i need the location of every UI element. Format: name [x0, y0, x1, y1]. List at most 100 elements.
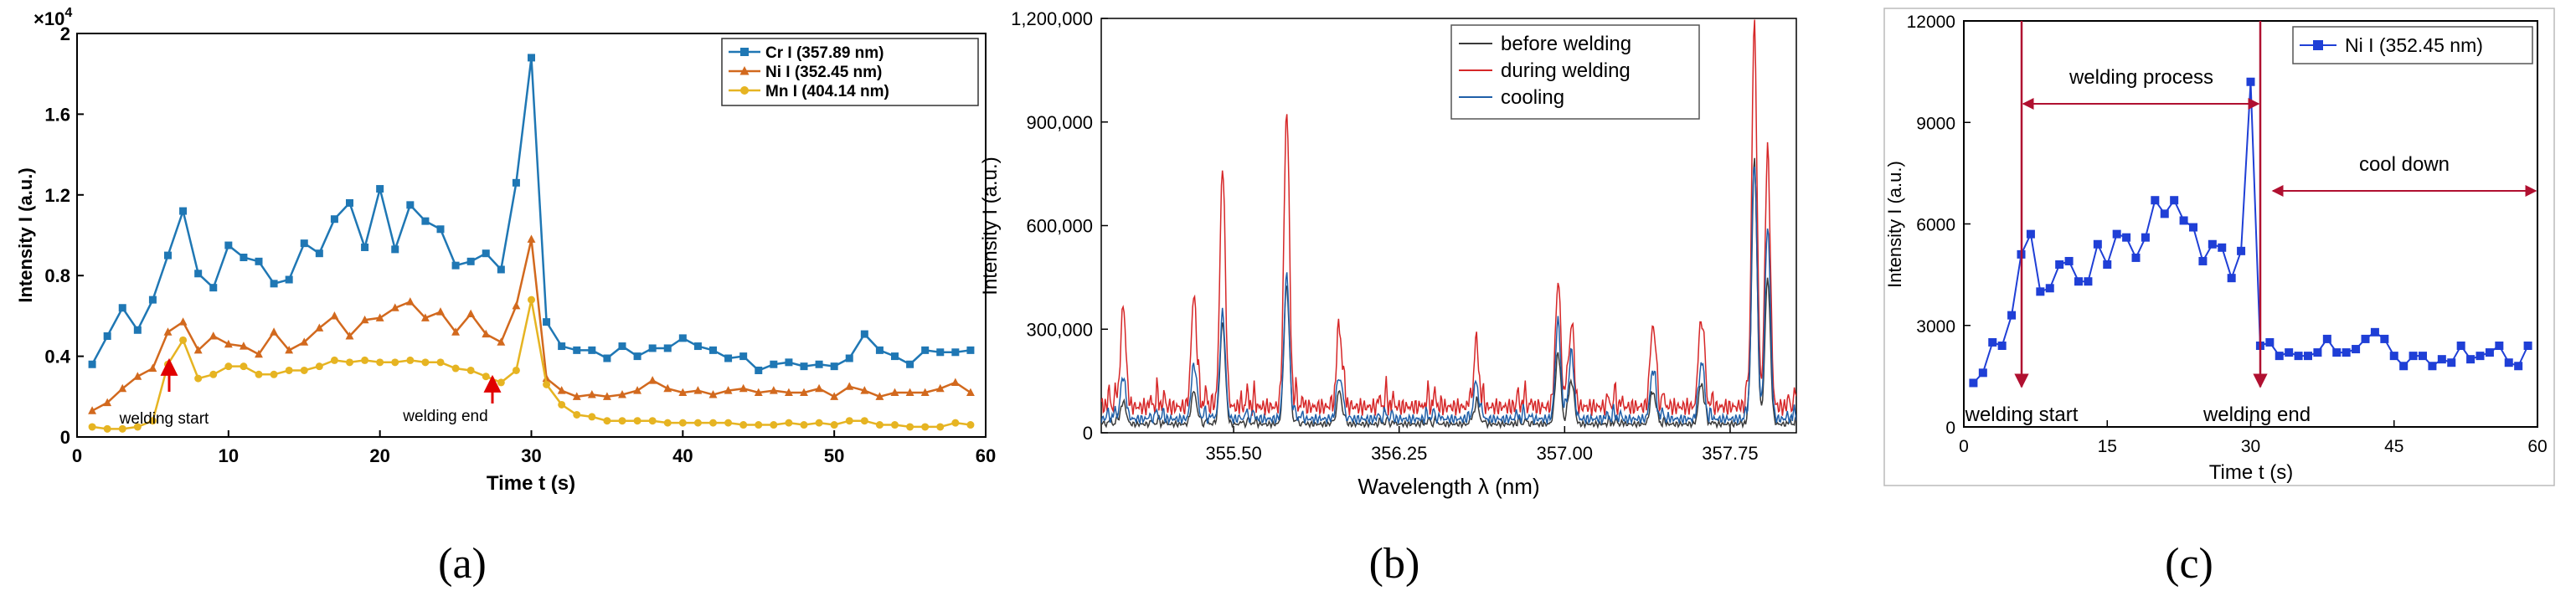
panel-c-data-point	[2275, 352, 2284, 361]
panel-a-legend-box	[721, 38, 979, 106]
panel-a-data-point	[133, 372, 142, 380]
panel-a-data-point	[360, 315, 369, 324]
panel-a-data-point	[391, 358, 399, 367]
panel-a-data-point	[618, 342, 626, 351]
panel-a-y-ticks: 0 0.4 0.8 1.2 1.6 2	[44, 23, 84, 448]
panel-c-welding-end-label: welding end	[2202, 403, 2311, 426]
panel-c-data-point	[2265, 337, 2275, 347]
panel-a-data-point	[376, 358, 384, 367]
panel-c-data-point	[2361, 334, 2370, 343]
panel-b-x-tick-label: 357.00	[1537, 443, 1593, 464]
panel-a-data-point	[406, 201, 415, 209]
panel-c-legend-label: Ni I (352.45 nm)	[2345, 34, 2483, 56]
panel-a-data-point	[936, 423, 945, 431]
panel-a-data-point	[240, 254, 248, 262]
panel-a-data-point	[588, 413, 596, 421]
panel-a-data-point	[512, 301, 521, 310]
panel-c-x-tick-label: 45	[2384, 437, 2403, 456]
panel-a-data-point	[497, 337, 506, 346]
panel-c-data-point	[2437, 355, 2446, 364]
panel-a-legend-label: Ni I (352.45 nm)	[765, 64, 882, 81]
panel-a-data-point	[406, 356, 415, 364]
panel-a-data-point	[118, 424, 126, 433]
panel-a-data-point	[528, 54, 535, 62]
panel-a-data-point	[770, 360, 778, 368]
panel-b-x-tick-label: 357.75	[1702, 443, 1758, 464]
panel-a-data-point	[315, 323, 324, 331]
panel-c-data-point	[2352, 345, 2361, 354]
panel-c-data-point	[2112, 229, 2121, 239]
panel-c-data-point	[2208, 239, 2217, 249]
panel-c-y-ticks: 0 3000 6000 9000 12000	[1907, 13, 1971, 438]
panel-a-data-point	[345, 331, 354, 340]
panel-a-x-tick-label: 40	[672, 445, 693, 466]
panel-a-data-point	[875, 346, 884, 354]
panel-a-y-tick-label: 1.6	[44, 104, 70, 125]
panel-b-y-ticks: 0 300,000 600,000 900,000 1,200,000	[1011, 8, 1108, 444]
panel-a-data-point	[420, 313, 430, 321]
panel-a-series	[88, 54, 975, 433]
panel-a-data-point	[830, 392, 839, 400]
panel-b-x-tick-label: 356.25	[1371, 443, 1427, 464]
panel-a-data-point	[845, 382, 854, 390]
panel-a-data-point	[300, 337, 309, 346]
panel-c-data-point	[2456, 342, 2465, 350]
panel-a-data-point	[285, 275, 293, 284]
panel-c-data-point	[2409, 352, 2418, 361]
panel-a-data-point	[709, 346, 717, 354]
panel-c-data-point	[2189, 223, 2197, 232]
panel-a-data-point	[346, 358, 353, 367]
panel-b-legend-label: before welding	[1501, 33, 1631, 55]
panel-c-data-point	[2074, 277, 2083, 286]
panel-a-data-point	[921, 346, 930, 354]
panel-a-data-point	[815, 383, 824, 393]
panel-c-data-point	[2285, 348, 2294, 357]
panel-a-data-point	[193, 345, 203, 354]
panel-a-data-point	[361, 356, 369, 364]
panel-a-data-point	[88, 423, 96, 431]
panel-c-data-point	[2141, 233, 2150, 242]
panel-a-data-point	[860, 417, 868, 425]
panel-b-legend: before welding during welding cooling	[1450, 24, 1700, 120]
panel-c-y-tick-label: 12000	[1907, 13, 1955, 32]
panel-c-data-point	[2131, 253, 2141, 262]
panel-a-data-point	[285, 345, 294, 354]
panel-a-x-ticks: 0 10 20 30 40 50 60	[72, 430, 996, 466]
panel-a-data-point	[451, 364, 460, 373]
panel-a-data-point	[845, 354, 853, 362]
panel-a-y-tick-label: 0.8	[44, 265, 70, 286]
panel-a-data-point	[512, 366, 520, 374]
panel-a-data-point	[179, 207, 188, 215]
panel-a-data-point	[618, 417, 626, 425]
panel-c-x-tick-label: 0	[1959, 437, 1969, 456]
panel-a-data-point	[830, 362, 838, 371]
panel-a-data-point	[88, 406, 97, 414]
panel-a-data-point	[724, 386, 733, 394]
panel-c-data-point	[2007, 311, 2017, 320]
panel-a-data-point	[785, 358, 793, 367]
panel-a-data-point	[815, 360, 823, 368]
panel-a-data-point	[163, 327, 173, 336]
panel-b-legend-box	[1450, 24, 1700, 120]
panel-a-data-point	[906, 360, 914, 368]
panel-b-series-line	[1101, 19, 1796, 416]
panel-a-data-point	[88, 360, 96, 368]
panel-a-data-point	[148, 296, 157, 304]
panel-a-x-label: Time t (s)	[487, 472, 575, 495]
panel-a-data-point	[648, 417, 657, 425]
panel-b-caption: (b)	[1369, 540, 1420, 588]
panel-a-data-point	[361, 243, 369, 251]
panel-a-data-point	[693, 342, 702, 351]
panel-a-data-point	[194, 374, 203, 383]
panel-a-data-point	[755, 421, 763, 429]
panel-a-data-point	[103, 332, 111, 340]
panel-a-legend-marker	[740, 86, 749, 95]
panel-a-x-tick-label: 20	[369, 445, 389, 466]
panel-a-data-point	[663, 344, 672, 352]
panel-a-data-point	[421, 217, 430, 225]
panel-a-data-point	[618, 389, 626, 398]
panel-a-data-point	[512, 178, 520, 187]
panel-a-data-point	[739, 421, 748, 429]
